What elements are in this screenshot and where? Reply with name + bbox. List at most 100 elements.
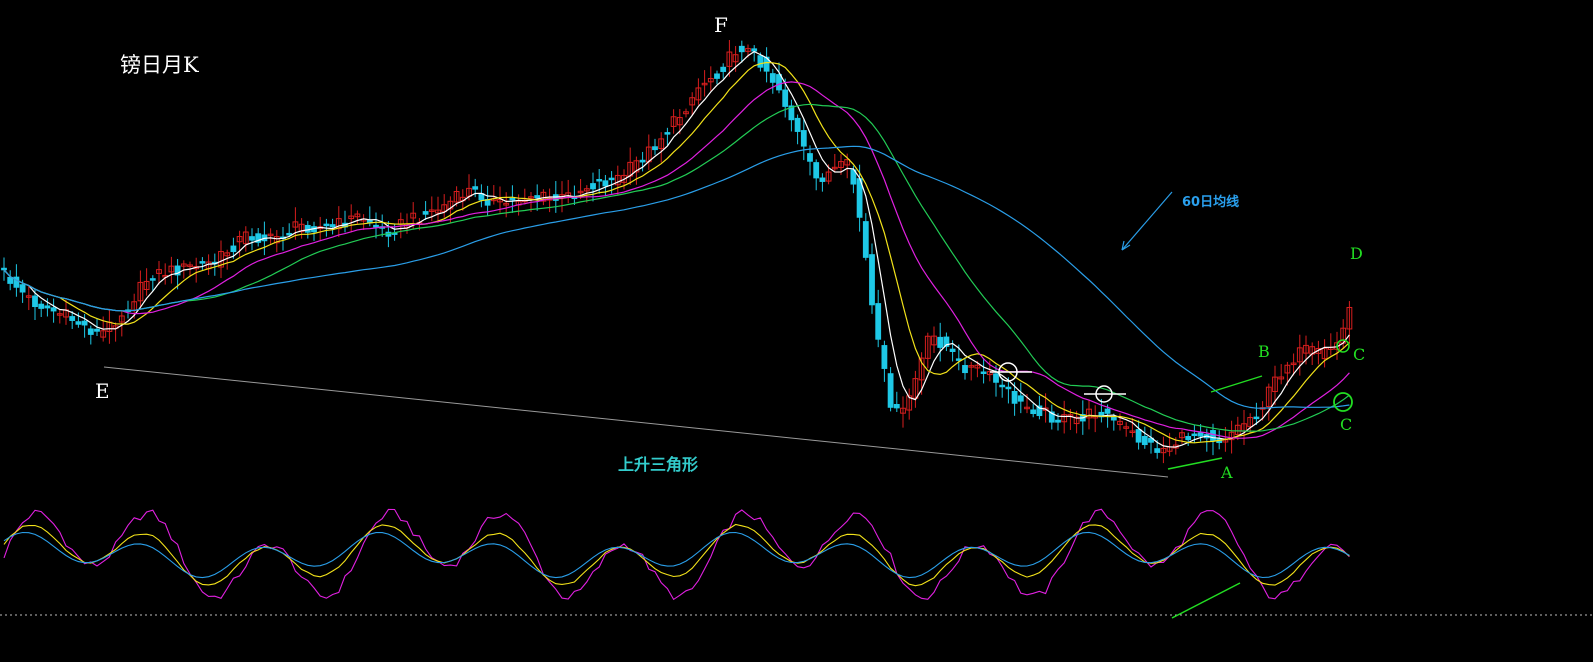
ma60-annotation-label: 60日均线 — [1182, 194, 1239, 210]
point-label-f: F — [714, 13, 728, 37]
point-label-c-upper: C — [1353, 345, 1365, 364]
candle-body — [143, 280, 150, 290]
candle-body — [224, 252, 231, 257]
candle-body — [931, 335, 937, 346]
candle-body — [800, 130, 807, 147]
candle-body — [707, 77, 714, 83]
candle-body — [75, 321, 82, 325]
candle-body — [149, 278, 156, 281]
candle-body — [1141, 435, 1148, 446]
candle-body — [652, 146, 658, 151]
candle-body — [1036, 405, 1043, 417]
candle-body — [955, 358, 962, 361]
ma60-pointer-arrow — [1121, 191, 1173, 251]
candle-body — [1135, 429, 1142, 443]
candle-body — [732, 54, 739, 63]
circle-c-upper — [1336, 339, 1350, 353]
candle-body — [633, 160, 640, 173]
candle-body — [1148, 437, 1154, 443]
candle-body — [137, 281, 144, 302]
candle-body — [1024, 406, 1030, 410]
candle-body — [769, 73, 776, 83]
chart-title: 镑日月K — [120, 53, 199, 77]
candle-body — [230, 245, 237, 253]
candle-body — [1284, 364, 1291, 374]
candle-body — [993, 373, 999, 383]
candle-body — [1210, 430, 1216, 441]
candle-body — [1160, 447, 1167, 454]
candle-body — [1017, 395, 1024, 402]
candle-body — [1228, 431, 1235, 441]
candle-body — [1247, 416, 1254, 428]
candle-body — [435, 209, 441, 214]
candle-body — [714, 73, 720, 79]
candle-body — [614, 174, 621, 186]
candle-body — [100, 330, 107, 338]
candle-body — [875, 303, 882, 340]
candle-body — [676, 117, 683, 126]
candle-body — [497, 199, 503, 203]
candle-body — [695, 87, 702, 101]
candle-body — [621, 174, 627, 183]
candle-body — [447, 200, 454, 210]
candle-body — [943, 336, 950, 347]
candle-body — [187, 264, 193, 267]
candle-body — [199, 261, 206, 264]
annotation-layer — [103, 191, 1353, 619]
candle-body — [1191, 433, 1198, 437]
candle-body — [850, 169, 857, 185]
candle-body — [999, 384, 1006, 388]
candle-body — [974, 364, 981, 369]
candle-body — [918, 357, 925, 381]
candle-body — [608, 177, 615, 181]
candle-body — [118, 315, 125, 323]
triangle-pattern-label: 上升三角形 — [618, 455, 698, 474]
candle-body — [1185, 436, 1192, 441]
candle-body — [720, 66, 727, 72]
candle-body — [255, 233, 262, 243]
candle-body — [25, 295, 32, 298]
candle-body — [453, 191, 460, 203]
candle-body — [664, 132, 671, 135]
point-label-a: A — [1220, 463, 1233, 482]
candle-body — [825, 171, 832, 182]
candle-body — [298, 223, 305, 233]
candle-body — [174, 265, 181, 276]
candle-body — [472, 186, 479, 190]
candle-body — [1253, 416, 1260, 420]
candle-body — [1290, 362, 1297, 366]
candle-body — [304, 224, 311, 233]
candle-body — [1265, 386, 1272, 407]
candle-body — [602, 180, 609, 187]
candle-body — [689, 97, 696, 106]
candle-body — [1272, 376, 1278, 393]
candle-body — [19, 284, 26, 293]
candle-body — [168, 265, 175, 273]
candle-body — [1346, 306, 1353, 330]
candle-body — [1179, 432, 1185, 439]
candle-body — [7, 276, 14, 284]
candle-body — [980, 371, 987, 374]
candle-body — [583, 188, 590, 192]
candle-body — [738, 45, 745, 53]
candle-body — [242, 231, 249, 245]
candle-body — [683, 111, 689, 115]
candle-body — [912, 378, 919, 399]
candle-body — [323, 223, 330, 227]
oscillator-panel — [0, 508, 1593, 616]
candle-body — [968, 365, 975, 368]
candle-body — [862, 221, 869, 258]
support-line-a — [1167, 457, 1223, 470]
candle-body — [1321, 347, 1328, 360]
candle-body — [1234, 424, 1241, 435]
candle-body — [1073, 416, 1080, 425]
candle-body — [286, 232, 293, 236]
candle-body — [658, 138, 665, 149]
ma20-line — [3, 81, 1350, 439]
candle-body — [924, 335, 931, 359]
candle-body — [44, 305, 51, 309]
candle-body — [1005, 386, 1012, 390]
ma10-line — [3, 61, 1350, 444]
candle-body — [639, 159, 646, 163]
candle-body — [1278, 376, 1285, 380]
